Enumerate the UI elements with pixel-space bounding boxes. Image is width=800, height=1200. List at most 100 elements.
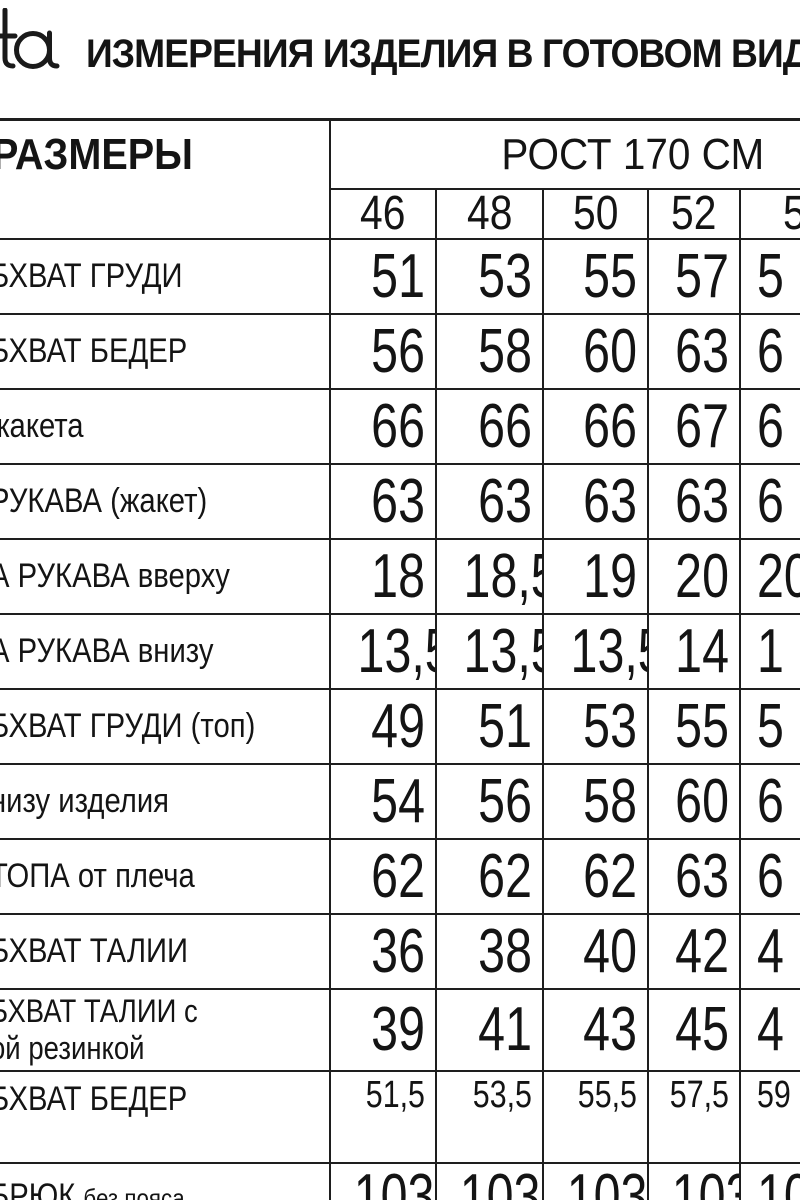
measurement-value: 103 <box>459 1163 541 1200</box>
value-cell: 18,5 <box>435 538 544 615</box>
height-group-header-cell: РОСТ 170 СМ <box>328 118 800 190</box>
value-cell: 103 <box>647 1162 741 1200</box>
measurement-value: 5 <box>757 241 784 311</box>
measurement-value: 20 <box>757 541 800 611</box>
measurement-value: 45 <box>675 995 729 1064</box>
measurement-value: 60 <box>675 766 729 836</box>
measurement-value: 57 <box>675 241 729 311</box>
measurement-value: 53 <box>478 241 532 311</box>
size-cell: 52 <box>647 188 741 240</box>
table-row: БХВАТ ТАЛИИ с ой резинкой 39 41 43 45 4 <box>0 988 800 1072</box>
value-cell: 51 <box>435 688 544 765</box>
row-label: А РУКАВА внизу <box>0 631 214 670</box>
value-cell: 41 <box>435 988 544 1072</box>
value-cell-clipped: 5 <box>738 688 800 765</box>
sizes-row: 46 48 50 52 54 <box>0 188 800 240</box>
measurement-value: 63 <box>583 466 637 536</box>
measurement-value: 55 <box>583 241 637 311</box>
value-cell-clipped: 10 <box>738 1162 800 1200</box>
value-cell-clipped: 6 <box>738 388 800 465</box>
value-cell: 51 <box>329 238 437 315</box>
value-cell: 36 <box>329 913 437 990</box>
row-label-cell: А РУКАВА вверху <box>0 538 331 615</box>
table-row: БХВАТ БЕДЕР 51,5 53,5 55,5 57,5 59 <box>0 1070 800 1164</box>
value-cell: 66 <box>435 388 544 465</box>
table-row: БРЮК без пояса 103 103 103 103 10 <box>0 1162 800 1200</box>
measurement-value: 55,5 <box>577 1074 637 1116</box>
measurement-value: 19 <box>583 541 637 611</box>
measurement-value: 103 <box>353 1163 435 1200</box>
measurement-value: 62 <box>583 841 637 911</box>
measurement-value: 42 <box>675 916 729 986</box>
table-row: А РУКАВА вверху 18 18,5 19 20 20 <box>0 538 800 615</box>
table-row: жакета 66 66 66 67 6 <box>0 388 800 465</box>
measurement-value: 5 <box>757 691 784 761</box>
header-row: РАЗМЕРЫ РОСТ 170 СМ <box>0 118 800 240</box>
row-label-cell: БХВАТ ТАЛИИ <box>0 913 331 990</box>
brand-logo-ta-icon <box>0 7 60 69</box>
value-cell: 103 <box>542 1162 649 1200</box>
measurement-value: 57,5 <box>669 1074 729 1116</box>
brand-logo <box>0 7 62 79</box>
measurement-value: 13,5 <box>357 616 434 686</box>
value-cell: 45 <box>647 988 741 1072</box>
measurement-value: 103 <box>566 1163 648 1200</box>
value-cell: 63 <box>435 463 544 540</box>
value-cell: 63 <box>542 463 649 540</box>
value-cell: 18 <box>329 538 437 615</box>
value-cell: 55 <box>542 238 649 315</box>
measurement-value: 56 <box>371 316 425 386</box>
measurement-value: 63 <box>675 466 729 536</box>
value-cell: 66 <box>542 388 649 465</box>
measurement-value: 63 <box>675 316 729 386</box>
measurement-value: 36 <box>371 916 425 986</box>
measurement-value: 51,5 <box>365 1074 425 1116</box>
measurement-value: 59 <box>757 1074 791 1116</box>
value-cell: 13,5 <box>435 613 544 690</box>
value-cell: 66 <box>329 388 437 465</box>
measurement-value: 6 <box>757 466 784 536</box>
row-label: БХВАТ ГРУДИ (топ) <box>0 706 256 745</box>
size-cell: 46 <box>330 188 437 240</box>
measurement-value: 66 <box>371 391 425 461</box>
height-group-label: РОСТ 170 СМ <box>501 129 764 179</box>
value-cell-clipped: 5 <box>738 238 800 315</box>
measurement-value: 51 <box>371 241 425 311</box>
measurement-value: 53,5 <box>472 1074 532 1116</box>
row-label-cell: БХВАТ ГРУДИ (топ) <box>0 688 331 765</box>
page-title: ИЗМЕРЕНИЯ ИЗДЕЛИЯ В ГОТОВОМ ВИДЕ <box>86 32 800 76</box>
measurement-value: 63 <box>371 466 425 536</box>
size-46: 46 <box>360 189 406 239</box>
value-cell-clipped: 6 <box>738 313 800 390</box>
row-label: А РУКАВА вверху <box>0 556 230 595</box>
row-label: БХВАТ БЕДЕР <box>0 331 188 370</box>
value-cell-clipped: 59 <box>738 1070 800 1164</box>
value-cell-clipped: 6 <box>738 763 800 840</box>
value-cell: 60 <box>647 763 741 840</box>
measurement-value: 6 <box>757 766 784 836</box>
measurement-value: 60 <box>583 316 637 386</box>
value-cell: 63 <box>647 463 741 540</box>
measurement-value: 38 <box>478 916 532 986</box>
table-row: ТОПА от плеча 62 62 62 63 6 <box>0 838 800 915</box>
row-label: жакета <box>0 406 84 445</box>
value-cell: 63 <box>647 838 741 915</box>
measurement-value: 40 <box>583 916 637 986</box>
value-cell: 55 <box>647 688 741 765</box>
measurement-value: 6 <box>757 316 784 386</box>
value-cell-clipped: 4 <box>738 913 800 990</box>
value-cell: 42 <box>647 913 741 990</box>
table-row: БХВАТ ГРУДИ 51 53 55 57 5 <box>0 238 800 315</box>
row-label-cell: ТОПА от плеча <box>0 838 331 915</box>
value-cell-clipped: 6 <box>738 838 800 915</box>
measurement-value: 63 <box>478 466 532 536</box>
measurement-value: 18 <box>371 541 425 611</box>
measurement-value: 14 <box>675 616 729 686</box>
size-cell: 50 <box>542 188 649 240</box>
value-cell: 39 <box>329 988 437 1072</box>
value-cell-clipped: 4 <box>738 988 800 1072</box>
value-cell: 54 <box>329 763 437 840</box>
value-cell: 55,5 <box>542 1070 649 1164</box>
value-cell: 57,5 <box>647 1070 741 1164</box>
measurement-value: 103 <box>671 1163 738 1200</box>
